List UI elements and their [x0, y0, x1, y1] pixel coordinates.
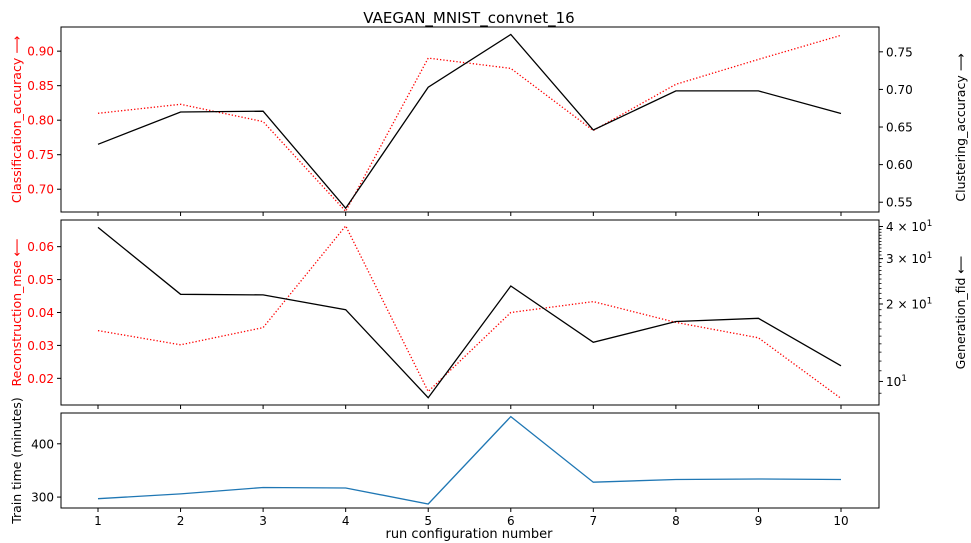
- clustering-y-tick-label: 0.65: [886, 121, 913, 135]
- x-tick-label: 9: [755, 514, 763, 528]
- x-tick-label: 1: [94, 514, 102, 528]
- classification-y-tick-label: 0.70: [27, 183, 54, 197]
- mse-y-tick-label: 0.03: [27, 339, 54, 353]
- mse-y-tick-label: 0.06: [27, 240, 54, 254]
- mse-y-tick-label: 0.02: [27, 372, 54, 386]
- mse-y-tick-label: 0.04: [27, 306, 54, 320]
- top-panel-frame: [60, 26, 880, 213]
- classification-axis-label: Classification_accuracy ⟶: [9, 36, 24, 203]
- clustering-y-tick-label: 0.60: [886, 158, 913, 172]
- classification-accuracy-series: [97, 34, 842, 213]
- train-time-axis-label: Train time (minutes): [9, 397, 24, 525]
- x-axis-label: run configuration number: [385, 527, 553, 542]
- clustering-y-tick-label: 0.70: [886, 83, 913, 97]
- train-time-y-tick-label: 400: [31, 437, 54, 451]
- x-tick-label: 6: [507, 514, 515, 528]
- classification-y-tick-label: 0.90: [27, 45, 54, 59]
- x-tick-label: 3: [259, 514, 267, 528]
- train-time-series: [97, 415, 842, 505]
- mse-y-tick-label: 0.05: [27, 273, 54, 287]
- x-tick-label: 4: [342, 514, 350, 528]
- reconstruction-mse-series: [97, 224, 842, 399]
- clustering-accuracy-series: [97, 33, 842, 210]
- clustering-y-tick-label: 0.55: [886, 196, 913, 210]
- middle-panel-frame: [60, 219, 880, 406]
- bottom-panel-frame: [60, 412, 880, 509]
- clustering-y-tick-label: 0.75: [886, 45, 913, 59]
- fid-y-tick-label: 101: [886, 374, 907, 389]
- reconstruction-axis-label: Reconstruction_mse ⟵: [9, 238, 24, 386]
- x-tick-label: 2: [177, 514, 185, 528]
- fid-y-tick-label: 4 × 101: [886, 219, 932, 234]
- train-time-y-tick-label: 300: [31, 491, 54, 505]
- classification-y-tick-label: 0.80: [27, 114, 54, 128]
- classification-y-tick-label: 0.85: [27, 79, 54, 93]
- generation-fid-axis-label: Generation_fid ⟵: [953, 256, 968, 370]
- fid-y-tick-label: 2 × 101: [886, 296, 932, 311]
- clustering-axis-label: Clustering_accuracy ⟶: [953, 53, 968, 201]
- x-tick-label: 8: [672, 514, 680, 528]
- x-tick-label: 10: [833, 514, 848, 528]
- chart-title: VAEGAN_MNIST_convnet_16: [363, 9, 574, 28]
- classification-y-tick-label: 0.75: [27, 148, 54, 162]
- generation-fid-series: [97, 226, 842, 399]
- fid-y-tick-label: 3 × 101: [886, 251, 932, 266]
- x-tick-label: 5: [424, 514, 432, 528]
- x-tick-label: 7: [590, 514, 598, 528]
